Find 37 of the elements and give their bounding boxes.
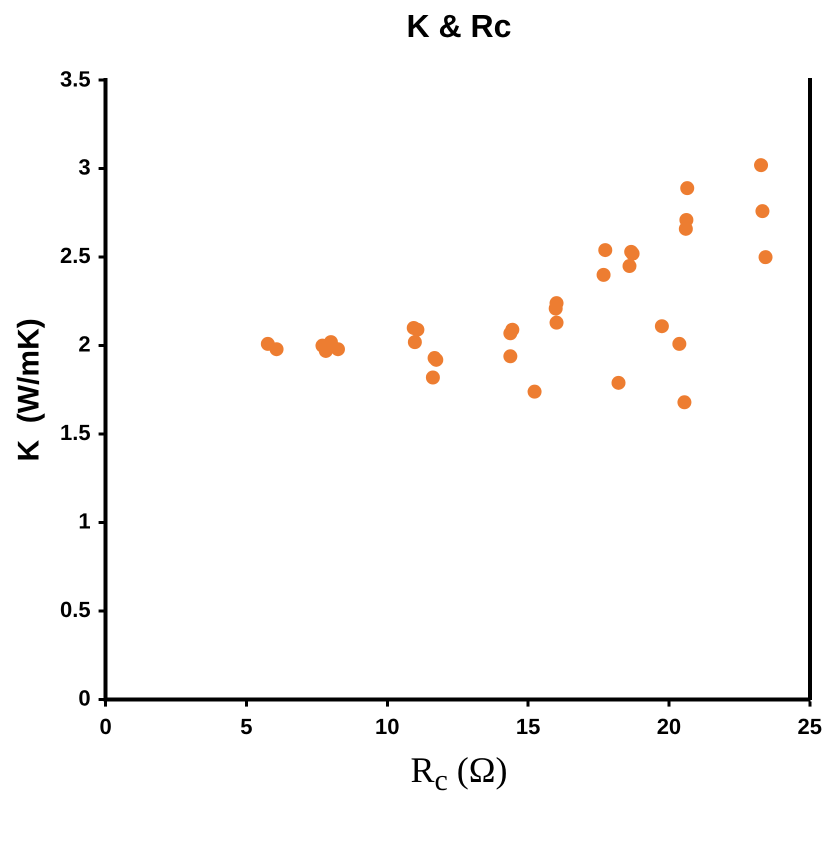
chart-title: K & Rc xyxy=(406,8,512,45)
y-tick-label: 2.5 xyxy=(60,243,91,268)
point xyxy=(612,376,626,390)
x-tick-label: 20 xyxy=(656,714,682,739)
x-axis-title: R$_{c}$ (Ω) xyxy=(409,749,509,798)
point xyxy=(755,204,770,218)
point xyxy=(672,336,686,351)
point xyxy=(550,316,564,330)
y-tick-label: 1 xyxy=(78,508,91,534)
point xyxy=(622,259,636,274)
point xyxy=(758,250,773,264)
y-tick-label: 3 xyxy=(78,154,91,180)
point xyxy=(677,395,692,410)
point xyxy=(598,243,612,258)
y-tick-label: 0.5 xyxy=(60,597,91,622)
x-tick-label: 15 xyxy=(516,714,540,739)
y-tick-label: 2 xyxy=(78,332,91,357)
point xyxy=(503,349,518,364)
point xyxy=(270,342,284,356)
point xyxy=(410,322,424,337)
point xyxy=(330,342,345,356)
point xyxy=(528,384,542,399)
y-tick-label: 1.5 xyxy=(60,420,91,446)
y-tick-label: 0 xyxy=(78,686,91,711)
point xyxy=(426,370,440,385)
point xyxy=(408,335,422,350)
x-tick-label: 25 xyxy=(798,714,822,739)
point xyxy=(680,181,694,196)
point xyxy=(754,158,768,172)
x-tick-label: 10 xyxy=(375,714,400,739)
y-axis-title: K (W/mK) xyxy=(12,318,46,462)
point xyxy=(654,319,669,334)
y-tick-label: 3.5 xyxy=(60,66,91,92)
x-tick-label: 0 xyxy=(99,714,112,739)
x-tick-label: 5 xyxy=(240,714,253,739)
point xyxy=(596,268,611,282)
point xyxy=(503,326,518,340)
